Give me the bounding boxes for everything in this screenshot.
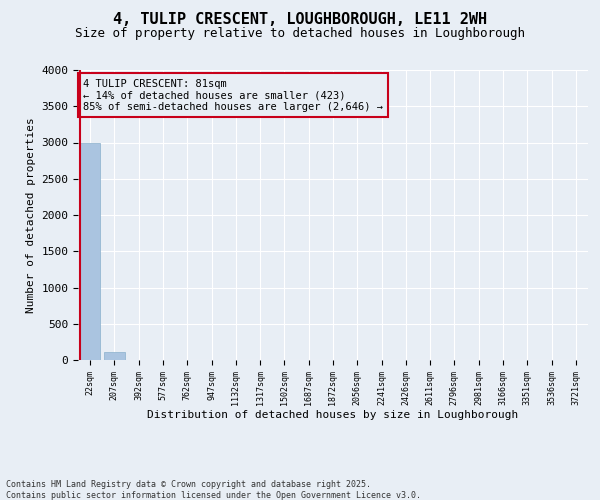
X-axis label: Distribution of detached houses by size in Loughborough: Distribution of detached houses by size … — [148, 410, 518, 420]
Text: Size of property relative to detached houses in Loughborough: Size of property relative to detached ho… — [75, 28, 525, 40]
Text: 4, TULIP CRESCENT, LOUGHBOROUGH, LE11 2WH: 4, TULIP CRESCENT, LOUGHBOROUGH, LE11 2W… — [113, 12, 487, 28]
Bar — [104, 352, 125, 360]
Text: Contains HM Land Registry data © Crown copyright and database right 2025.
Contai: Contains HM Land Registry data © Crown c… — [6, 480, 421, 500]
Bar — [80, 142, 100, 360]
Text: 4 TULIP CRESCENT: 81sqm
← 14% of detached houses are smaller (423)
85% of semi-d: 4 TULIP CRESCENT: 81sqm ← 14% of detache… — [83, 78, 383, 112]
Y-axis label: Number of detached properties: Number of detached properties — [26, 117, 36, 313]
